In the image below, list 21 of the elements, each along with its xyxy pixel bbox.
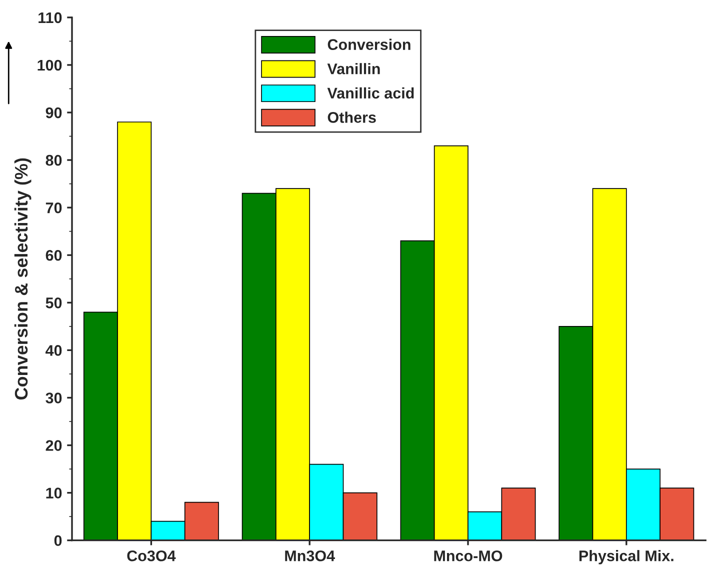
legend-label: Vanillin — [327, 63, 380, 74]
x-tick-label: Co3O4 — [127, 550, 176, 562]
y-tick-label: 0 — [54, 535, 62, 546]
y-tick-label: 20 — [46, 440, 62, 451]
x-tick-label: Physical Mix. — [579, 550, 674, 564]
y-tick-label: 110 — [38, 12, 62, 24]
y-tick-label: 80 — [46, 154, 62, 166]
y-tick-label: 40 — [46, 345, 62, 356]
legend-label: Others — [328, 112, 376, 123]
legend-label: Conversion — [328, 38, 410, 50]
y-tick-label: 100 — [38, 60, 62, 71]
y-tick-label: 60 — [46, 250, 62, 261]
legend-label: Vanillic acid — [327, 87, 414, 99]
x-tick-label: Mn3O4 — [285, 550, 335, 562]
y-tick-label: 30 — [46, 392, 62, 404]
y-tick-label: 50 — [46, 298, 62, 308]
x-tick-label: Mnco-MO — [434, 550, 502, 562]
y-tick-label: 90 — [46, 107, 62, 118]
y-axis-title: Conversion & selectivity (%) — [14, 158, 32, 400]
y-tick-label: 70 — [46, 202, 62, 214]
y-tick-label: 10 — [46, 488, 62, 498]
